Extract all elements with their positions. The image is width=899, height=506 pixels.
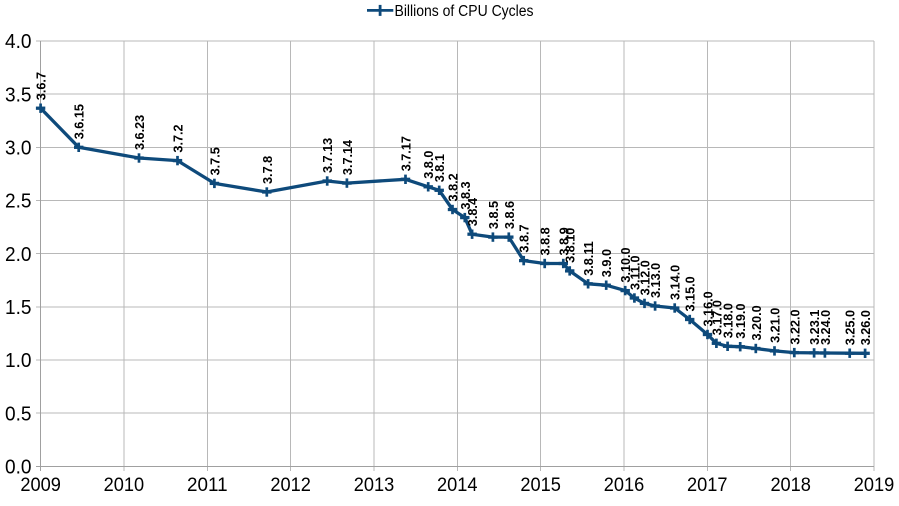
svg-text:3.8.9: 3.8.9 bbox=[556, 227, 571, 255]
svg-text:3.26.0: 3.26.0 bbox=[858, 310, 873, 345]
svg-text:3.8.6: 3.8.6 bbox=[502, 201, 517, 229]
svg-text:3.22.0: 3.22.0 bbox=[787, 309, 802, 344]
svg-text:3.6.23: 3.6.23 bbox=[132, 115, 147, 150]
svg-text:4.0: 4.0 bbox=[5, 31, 32, 53]
svg-text:3.19.0: 3.19.0 bbox=[733, 304, 748, 339]
svg-text:2009: 2009 bbox=[20, 475, 61, 496]
svg-text:3.18.0: 3.18.0 bbox=[721, 303, 736, 338]
svg-text:2.0: 2.0 bbox=[5, 244, 32, 266]
svg-text:3.12.0: 3.12.0 bbox=[638, 260, 653, 295]
svg-text:3.11.0: 3.11.0 bbox=[627, 256, 642, 291]
svg-text:3.8.0: 3.8.0 bbox=[421, 151, 436, 179]
svg-text:2014: 2014 bbox=[437, 475, 478, 496]
svg-text:3.8.10: 3.8.10 bbox=[563, 228, 578, 263]
svg-text:3.16.0: 3.16.0 bbox=[701, 291, 716, 326]
svg-text:3.8.4: 3.8.4 bbox=[465, 197, 480, 226]
svg-text:3.6.7: 3.6.7 bbox=[34, 72, 49, 100]
svg-text:3.24.0: 3.24.0 bbox=[818, 310, 833, 345]
svg-text:3.8.5: 3.8.5 bbox=[486, 201, 501, 229]
svg-text:2010: 2010 bbox=[104, 475, 145, 496]
svg-text:2019: 2019 bbox=[854, 475, 895, 496]
svg-text:3.8.2: 3.8.2 bbox=[446, 173, 461, 201]
svg-text:3.6.15: 3.6.15 bbox=[72, 104, 87, 139]
svg-text:3.17.0: 3.17.0 bbox=[709, 300, 724, 335]
svg-text:3.8.11: 3.8.11 bbox=[581, 241, 596, 276]
svg-text:3.9.0: 3.9.0 bbox=[599, 249, 614, 277]
svg-text:0.5: 0.5 bbox=[5, 403, 32, 425]
svg-text:3.8.7: 3.8.7 bbox=[517, 224, 532, 252]
svg-text:3.8.8: 3.8.8 bbox=[538, 227, 553, 255]
svg-text:1.5: 1.5 bbox=[5, 297, 32, 319]
svg-text:3.23.1: 3.23.1 bbox=[807, 310, 822, 345]
svg-text:3.8.3: 3.8.3 bbox=[458, 181, 473, 209]
svg-text:3.13.0: 3.13.0 bbox=[648, 263, 663, 298]
svg-text:2017: 2017 bbox=[687, 475, 728, 496]
svg-text:3.20.0: 3.20.0 bbox=[749, 305, 764, 340]
svg-text:3.15.0: 3.15.0 bbox=[683, 276, 698, 311]
svg-text:2015: 2015 bbox=[520, 475, 561, 496]
svg-text:2018: 2018 bbox=[770, 475, 811, 496]
svg-text:3.8.1: 3.8.1 bbox=[432, 154, 447, 182]
svg-text:0.0: 0.0 bbox=[5, 457, 32, 479]
svg-text:3.7.2: 3.7.2 bbox=[171, 124, 186, 152]
svg-text:3.21.0: 3.21.0 bbox=[768, 308, 783, 343]
svg-text:3.25.0: 3.25.0 bbox=[843, 310, 858, 345]
svg-text:3.7.13: 3.7.13 bbox=[320, 138, 335, 173]
svg-text:3.7.14: 3.7.14 bbox=[340, 139, 355, 175]
svg-text:2013: 2013 bbox=[354, 475, 395, 496]
svg-text:3.7.5: 3.7.5 bbox=[207, 147, 222, 175]
svg-text:3.7.17: 3.7.17 bbox=[399, 136, 414, 171]
svg-text:Billions of CPU Cycles: Billions of CPU Cycles bbox=[395, 3, 534, 20]
svg-text:2012: 2012 bbox=[270, 475, 311, 496]
svg-text:3.14.0: 3.14.0 bbox=[668, 265, 683, 300]
svg-text:3.7.8: 3.7.8 bbox=[260, 156, 275, 184]
svg-text:2011: 2011 bbox=[187, 475, 228, 496]
svg-text:2.5: 2.5 bbox=[5, 191, 32, 213]
svg-text:1.0: 1.0 bbox=[5, 350, 32, 372]
svg-text:3.0: 3.0 bbox=[5, 138, 32, 160]
svg-text:3.10.0: 3.10.0 bbox=[618, 247, 633, 282]
svg-text:2016: 2016 bbox=[604, 475, 645, 496]
svg-text:3.5: 3.5 bbox=[5, 84, 32, 106]
